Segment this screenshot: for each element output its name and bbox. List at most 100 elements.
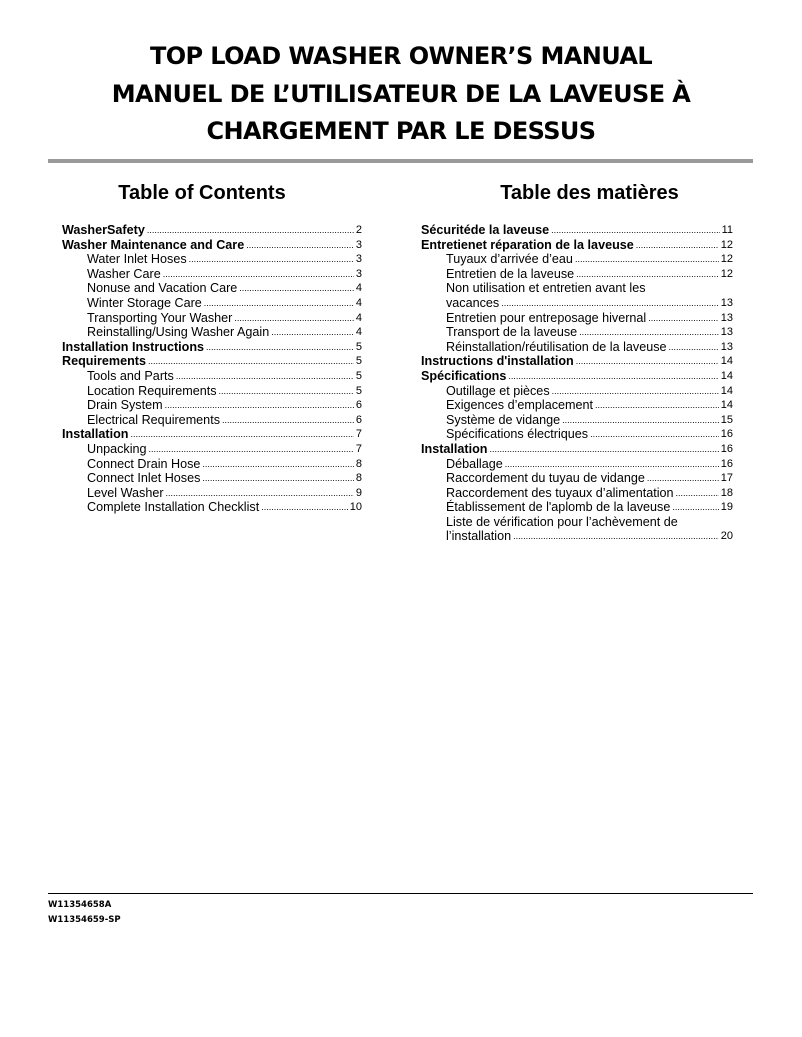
toc-entry[interactable]: Liste de vérification pour l’achèvement … [421,515,733,530]
toc-list: WasherSafety 2 Washer Maintenance and Care… [62,223,362,515]
document-code: W11354658A [48,900,112,910]
toc-entry[interactable]: WasherSafety 2 [62,223,362,238]
toc-entry[interactable]: Installation Instructions 5 [62,340,362,355]
document-title: TOP LOAD WASHER OWNER’S MANUAL MANUEL DE… [0,38,802,151]
title-line: CHARGEMENT PAR LE DESSUS [206,117,597,145]
toc-entry-label: Établissement de l'aplomb de la laveuse [446,500,671,515]
toc-entry[interactable]: Spécifications 14 [421,369,733,384]
toc-entry[interactable]: Transporting Your Washer 4 [62,311,362,326]
toc-entry[interactable]: Level Washer 9 [62,486,362,501]
toc-entry[interactable]: Entretien de la laveuse 12 [421,267,733,282]
toc-entry-page: 16 [720,442,733,455]
toc-entry[interactable]: Washer Care 3 [62,267,362,282]
toc-entry-page: 3 [355,253,362,266]
toc-entry-label: Drain System [87,398,163,413]
dot-leader [636,238,719,253]
toc-entry-label: Outillage et pièces [446,383,550,398]
dot-leader [222,413,354,428]
toc-entry[interactable]: Installation 16 [421,442,733,457]
toc-entry-label: Transport de la laveuse [446,325,578,340]
dot-leader [513,529,719,544]
toc-entry-label: Spécifications [421,368,507,383]
dot-leader [239,281,354,296]
toc-entry[interactable]: Unpacking 7 [62,442,362,457]
dot-leader [576,267,719,282]
toc-entry-label: Nonuse and Vacation Care [87,281,238,296]
toc-entry[interactable]: Tools and Parts 5 [62,369,362,384]
dot-leader [489,442,718,457]
dot-leader [206,340,354,355]
toc-entry-page: 16 [720,428,733,441]
toc-entry[interactable]: l’installation 20 [421,529,733,544]
dot-leader [575,252,719,267]
toc-entry[interactable]: Réinstallation/réutilisation de la laveu… [421,340,733,355]
toc-entry[interactable]: Nonuse and Vacation Care 4 [62,281,362,296]
toc-entry-label: l’installation [446,529,512,544]
toc-list: Sécuritéde la laveuse 11 Entretienet répar… [421,223,733,544]
toc-entry[interactable]: Complete Installation Checklist 10 [62,500,362,515]
toc-entry-page: 12 [720,267,733,280]
title-line: MANUEL DE L’UTILISATEUR DE LA LAVEUSE À [111,79,691,108]
toc-entry-page: 15 [720,413,733,426]
dot-leader [590,427,719,442]
toc-entry[interactable]: Exigences d’emplacement 14 [421,398,733,413]
toc-entry[interactable]: Drain System 6 [62,398,362,413]
toc-entry[interactable]: Connect Inlet Hoses 8 [62,471,362,486]
toc-entry-page: 11 [721,224,733,236]
toc-entry-page: 13 [720,296,733,309]
toc-entry[interactable]: Raccordement des tuyaux d’alimentation 18 [421,486,733,501]
toc-entry[interactable]: Spécifications électriques 16 [421,427,733,442]
toc-entry-page: 18 [720,486,733,499]
dot-leader [551,223,719,238]
toc-entry[interactable]: Requirements 5 [62,354,362,369]
dot-leader [552,384,719,399]
toc-entry[interactable]: Tuyaux d’arrivée d’eau 12 [421,252,733,267]
toc-entry-label: Washer Care [87,266,161,281]
toc-entry[interactable]: Système de vidange 15 [421,413,733,428]
toc-entry[interactable]: vacances 13 [421,296,733,311]
toc-entry[interactable]: Water Inlet Hoses 3 [62,252,362,267]
toc-entry-label: vacances [446,295,500,310]
toc-entry-page: 5 [355,384,362,397]
toc-entry-page: 14 [720,399,733,412]
header-divider [48,159,753,163]
toc-entry[interactable]: Location Requirements 5 [62,384,362,399]
dot-leader [202,457,353,472]
toc-entry[interactable]: Entretienet réparation de la laveuse 12 [421,238,733,253]
toc-entry[interactable]: Non utilisation et entretien avant les [421,281,733,296]
toc-heading: Table des matières [500,182,679,204]
toc-entry-page: 6 [355,399,362,412]
toc-entry-page: 3 [355,238,362,251]
toc-entry-page: 7 [355,442,362,455]
toc-entry-page: 4 [355,326,362,339]
toc-entry-page: 2 [355,224,362,236]
toc-entry[interactable]: Sécuritéde la laveuse 11 [421,223,733,238]
dot-leader [595,398,719,413]
dot-leader [261,500,348,515]
toc-entry[interactable]: Transport de la laveuse 13 [421,325,733,340]
toc-entry-label: Raccordement des tuyaux d’alimentation [446,485,674,500]
toc-entry-page: 8 [355,457,362,470]
toc-entry-label: WasherSafety [62,223,145,237]
toc-entry[interactable]: Déballage 16 [421,457,733,472]
document-code: W11354659-SP [48,915,121,925]
toc-entry-label: Transporting Your Washer [87,310,233,325]
toc-entry-label: Installation [62,427,129,442]
toc-entry[interactable]: Entretien pour entreposage hivernal 13 [421,311,733,326]
dot-leader [271,325,354,340]
toc-entry[interactable]: Electrical Requirements 6 [62,413,362,428]
toc-entry[interactable]: Washer Maintenance and Care 3 [62,238,362,253]
toc-entry[interactable]: Outillage et pièces 14 [421,384,733,399]
toc-entry[interactable]: Connect Drain Hose 8 [62,457,362,472]
toc-entry-label: Requirements [62,354,146,369]
toc-entry-page: 17 [720,472,733,485]
toc-entry[interactable]: Établissement de l'aplomb de la laveuse 1… [421,500,733,515]
dot-leader [165,398,354,413]
toc-entry[interactable]: Raccordement du tuyau de vidange 17 [421,471,733,486]
dot-leader [501,296,719,311]
toc-entry[interactable]: Winter Storage Care 4 [62,296,362,311]
toc-entry[interactable]: Installation 7 [62,427,362,442]
toc-entry-label: Washer Maintenance and Care [62,237,245,252]
toc-entry[interactable]: Reinstalling/Using Washer Again 4 [62,325,362,340]
toc-entry[interactable]: Instructions d'installation 14 [421,354,733,369]
